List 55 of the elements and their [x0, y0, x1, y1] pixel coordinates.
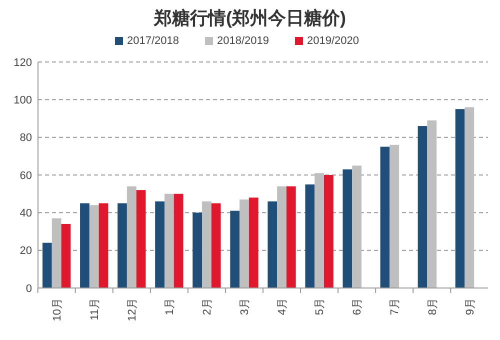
- bar: [464, 107, 474, 288]
- x-tick-label: 1月: [164, 298, 176, 316]
- legend-label: 2019/2020: [307, 35, 359, 47]
- bar: [52, 218, 62, 288]
- bar: [427, 120, 437, 288]
- bar: [305, 184, 315, 288]
- bar: [324, 175, 334, 288]
- bar: [380, 146, 390, 288]
- chart-title: 郑糖行情(郑州今日糖价): [153, 8, 346, 28]
- bar: [42, 242, 52, 288]
- bar: [314, 173, 324, 288]
- x-tick-label: 2月: [202, 298, 214, 316]
- x-tick-label: 12月: [126, 298, 138, 322]
- x-tick-label: 11月: [88, 298, 101, 320]
- bar: [202, 201, 212, 288]
- y-tick-label: 60: [20, 170, 32, 182]
- x-tick-label: 6月: [352, 298, 364, 316]
- x-tick-label: 10月: [51, 298, 64, 322]
- bar: [118, 203, 127, 288]
- legend-label: 2018/2019: [217, 35, 269, 47]
- bar: [98, 203, 108, 288]
- bar: [268, 201, 278, 288]
- y-tick-label: 80: [20, 132, 32, 144]
- x-tick-label: 5月: [314, 298, 326, 316]
- bar: [155, 201, 164, 288]
- bar: [211, 203, 221, 288]
- x-tick-label: 7月: [389, 298, 402, 316]
- bar: [277, 186, 286, 288]
- bar: [164, 194, 174, 288]
- bar: [80, 203, 90, 288]
- bar: [230, 210, 240, 288]
- legend-label: 2017/2018: [127, 35, 179, 47]
- y-tick-label: 100: [14, 94, 32, 107]
- y-tick-label: 120: [14, 56, 32, 69]
- x-tick-label: 9月: [464, 298, 476, 316]
- bar: [352, 166, 362, 288]
- bar: [174, 194, 184, 288]
- bar: [342, 169, 352, 288]
- x-tick-label: 3月: [239, 298, 252, 316]
- y-tick-label: 40: [20, 208, 32, 220]
- bar: [390, 144, 400, 288]
- y-tick-label: 20: [20, 245, 32, 258]
- x-tick-label: 8月: [426, 298, 439, 316]
- x-tick-label: 4月: [276, 298, 289, 316]
- bar: [286, 186, 296, 288]
- bar: [455, 109, 465, 288]
- bar: [61, 224, 71, 288]
- y-tick-label: 0: [26, 282, 32, 295]
- bar: [126, 186, 136, 288]
- bar: [240, 199, 249, 288]
- bar: [192, 212, 202, 288]
- bar: [136, 190, 146, 288]
- bar: [418, 126, 428, 288]
- bar: [248, 198, 258, 288]
- bar: [89, 205, 99, 288]
